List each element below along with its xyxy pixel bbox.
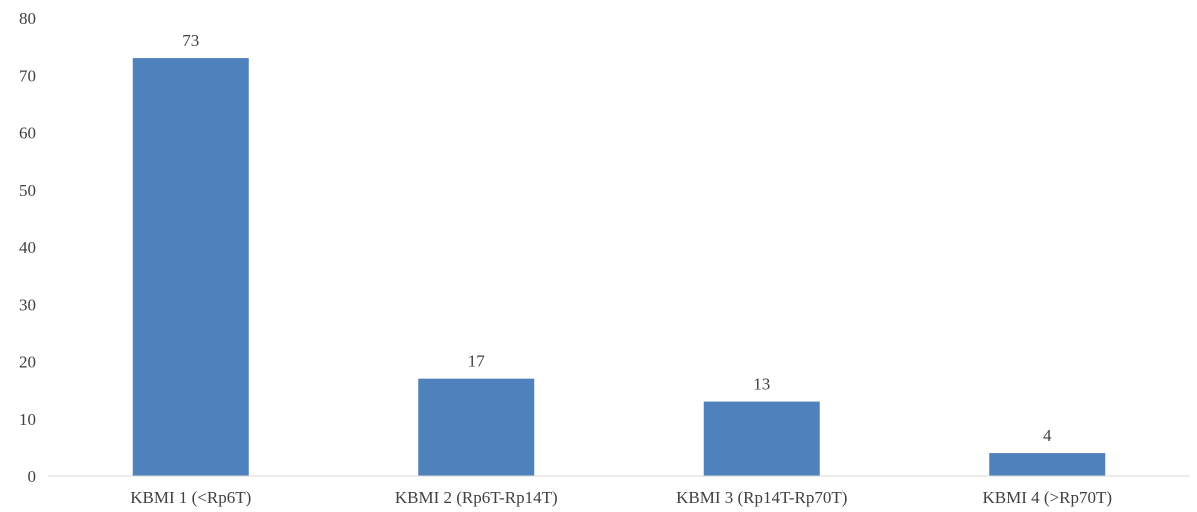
data-label: 73 (182, 31, 199, 50)
y-tick-label: 40 (19, 238, 36, 257)
data-label: 17 (468, 352, 486, 371)
bar (132, 58, 249, 476)
y-tick-label: 0 (28, 467, 37, 486)
x-axis: KBMI 1 (<Rp6T) KBMI 2 (Rp6T-Rp14T) KBMI 3 … (48, 475, 1190, 507)
bar (418, 378, 535, 476)
x-tick-label: KBMI 1 (<Rp6T) (130, 488, 251, 507)
x-tick-label: KBMI 3 (Rp14T-Rp70T) (676, 488, 847, 507)
data-label: 4 (1043, 426, 1052, 445)
y-tick-label: 50 (19, 181, 36, 200)
data-label: 13 (753, 375, 770, 394)
bar (703, 401, 820, 476)
y-tick-label: 10 (19, 410, 36, 429)
x-tick-label: KBMI 2 (Rp6T-Rp14T) (395, 488, 558, 507)
y-tick-label: 70 (19, 66, 36, 85)
y-tick-label: 30 (19, 295, 36, 314)
data-labels: 73 17 13 4 (182, 31, 1052, 445)
bar (989, 453, 1106, 476)
y-tick-label: 60 (19, 124, 36, 143)
y-tick-label: 20 (19, 353, 36, 372)
y-axis: 0 10 20 30 40 50 60 70 80 (19, 9, 36, 486)
bars (132, 58, 1106, 476)
x-tick-label: KBMI 4 (>Rp70T) (982, 488, 1112, 507)
y-tick-label: 80 (19, 9, 36, 28)
